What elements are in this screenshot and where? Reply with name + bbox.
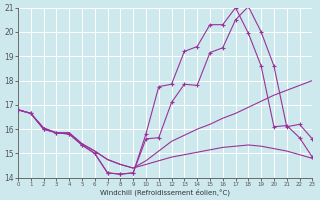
X-axis label: Windchill (Refroidissement éolien,°C): Windchill (Refroidissement éolien,°C) [100,188,230,196]
